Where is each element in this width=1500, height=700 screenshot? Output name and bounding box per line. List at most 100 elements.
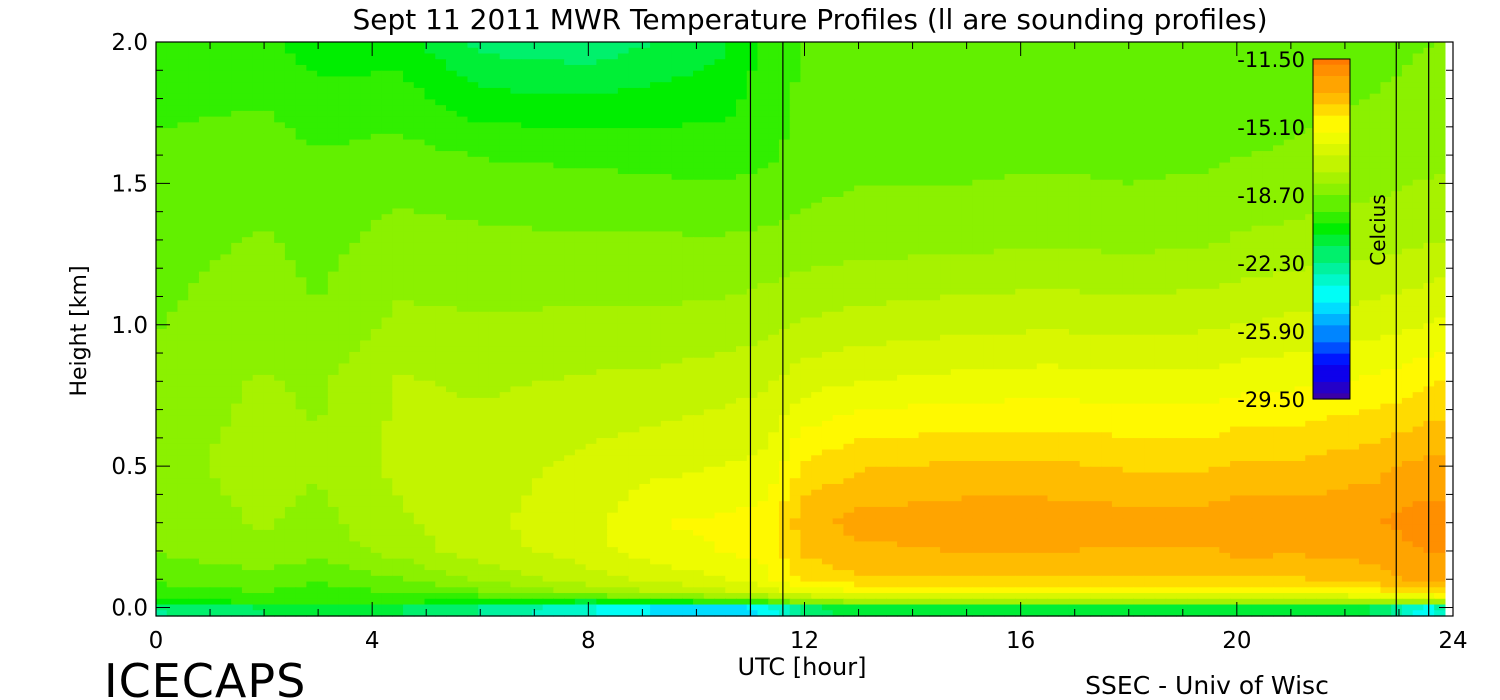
heatmap-cell xyxy=(1380,110,1392,118)
heatmap-cell xyxy=(349,47,361,55)
heatmap-cell xyxy=(542,59,555,66)
heatmap-cell xyxy=(360,82,372,89)
heatmap-cell xyxy=(1369,196,1382,204)
heatmap-cell xyxy=(263,231,275,238)
heatmap-cell xyxy=(1197,59,1210,66)
heatmap-cell xyxy=(1165,76,1177,83)
heatmap-cell xyxy=(778,87,791,95)
heatmap-cell xyxy=(1294,151,1306,158)
heatmap-cell xyxy=(1111,168,1124,175)
heatmap-cell xyxy=(231,185,243,192)
heatmap-cell xyxy=(252,47,265,55)
heatmap-cell xyxy=(295,76,307,83)
heatmap-cell xyxy=(1047,162,1059,169)
heatmap-cell xyxy=(1391,265,1403,273)
heatmap-cell xyxy=(295,151,307,158)
heatmap-cell xyxy=(918,254,930,261)
heatmap-cell xyxy=(693,196,705,204)
heatmap-cell xyxy=(424,219,436,227)
heatmap-cell xyxy=(381,64,393,72)
heatmap-cell xyxy=(660,133,673,141)
heatmap-cell xyxy=(188,151,200,158)
heatmap-cell xyxy=(1401,271,1414,278)
heatmap-cell xyxy=(907,47,920,55)
heatmap-cell xyxy=(1187,254,1199,261)
heatmap-cell xyxy=(714,110,726,118)
heatmap-cell xyxy=(349,162,361,169)
heatmap-cell xyxy=(585,156,597,164)
heatmap-cell xyxy=(961,271,973,278)
heatmap-cell xyxy=(596,139,608,146)
heatmap-cell xyxy=(177,99,189,106)
heatmap-cell xyxy=(1273,191,1285,198)
heatmap-cell xyxy=(488,64,501,72)
heatmap-cell xyxy=(639,179,651,187)
heatmap-cell xyxy=(349,87,361,95)
heatmap-cell xyxy=(983,105,995,112)
heatmap-cell xyxy=(1251,70,1263,78)
heatmap-cell xyxy=(1154,225,1167,233)
heatmap-cell xyxy=(574,76,587,83)
heatmap-cell xyxy=(768,156,780,164)
heatmap-cell xyxy=(1144,214,1156,221)
heatmap-cell xyxy=(875,237,887,244)
heatmap-cell xyxy=(918,151,930,158)
heatmap-cell xyxy=(531,242,544,250)
heatmap-cell xyxy=(317,64,329,72)
heatmap-cell xyxy=(413,242,426,250)
heatmap-cell xyxy=(875,277,887,284)
heatmap-cell xyxy=(1036,185,1049,192)
heatmap-cell xyxy=(1047,42,1059,49)
heatmap-cell xyxy=(778,162,791,169)
heatmap-cell xyxy=(897,185,909,192)
heatmap-cell xyxy=(1208,260,1220,267)
heatmap-cell xyxy=(736,87,748,95)
heatmap-cell xyxy=(789,105,802,112)
heatmap-cell xyxy=(961,277,973,284)
heatmap-cell xyxy=(1240,47,1253,55)
heatmap-cell xyxy=(1101,191,1113,198)
heatmap-cell xyxy=(231,196,243,204)
heatmap-cell xyxy=(360,237,372,244)
heatmap-cell xyxy=(510,151,522,158)
heatmap-cell xyxy=(929,156,941,164)
heatmap-cell xyxy=(1036,271,1049,278)
heatmap-cell xyxy=(907,116,920,123)
heatmap-cell xyxy=(907,277,920,284)
heatmap-cell xyxy=(1391,260,1403,267)
heatmap-cell xyxy=(188,42,200,49)
heatmap-cell xyxy=(993,254,1006,261)
heatmap-cell xyxy=(1262,53,1274,60)
heatmap-cell xyxy=(703,260,716,267)
heatmap-cell xyxy=(370,59,383,66)
heatmap-cell xyxy=(424,225,436,233)
heatmap-cell xyxy=(1197,208,1210,215)
heatmap-cell xyxy=(306,133,318,141)
heatmap-cell xyxy=(403,82,415,89)
heatmap-cell xyxy=(875,196,887,204)
heatmap-cell xyxy=(693,105,705,112)
heatmap-cell xyxy=(381,53,393,60)
heatmap-cell xyxy=(1230,196,1242,204)
heatmap-cell xyxy=(1283,196,1296,204)
heatmap-cell xyxy=(1026,82,1038,89)
heatmap-cell xyxy=(650,128,662,135)
heatmap-cell xyxy=(252,248,265,255)
heatmap-cell xyxy=(553,196,565,204)
heatmap-cell xyxy=(1090,145,1102,152)
heatmap-cell xyxy=(1101,87,1113,95)
heatmap-cell xyxy=(897,64,909,72)
heatmap-cell xyxy=(1058,93,1070,100)
heatmap-cell xyxy=(983,116,995,123)
heatmap-cell xyxy=(736,133,748,141)
heatmap-cell xyxy=(317,214,329,221)
heatmap-cell xyxy=(295,225,307,233)
heatmap-cell xyxy=(918,242,930,250)
heatmap-cell xyxy=(156,277,168,284)
heatmap-cell xyxy=(241,128,254,135)
heatmap-cell xyxy=(671,219,683,227)
heatmap-cell xyxy=(306,260,318,267)
heatmap-cell xyxy=(993,191,1006,198)
heatmap-cell xyxy=(177,185,189,192)
heatmap-cell xyxy=(317,156,329,164)
